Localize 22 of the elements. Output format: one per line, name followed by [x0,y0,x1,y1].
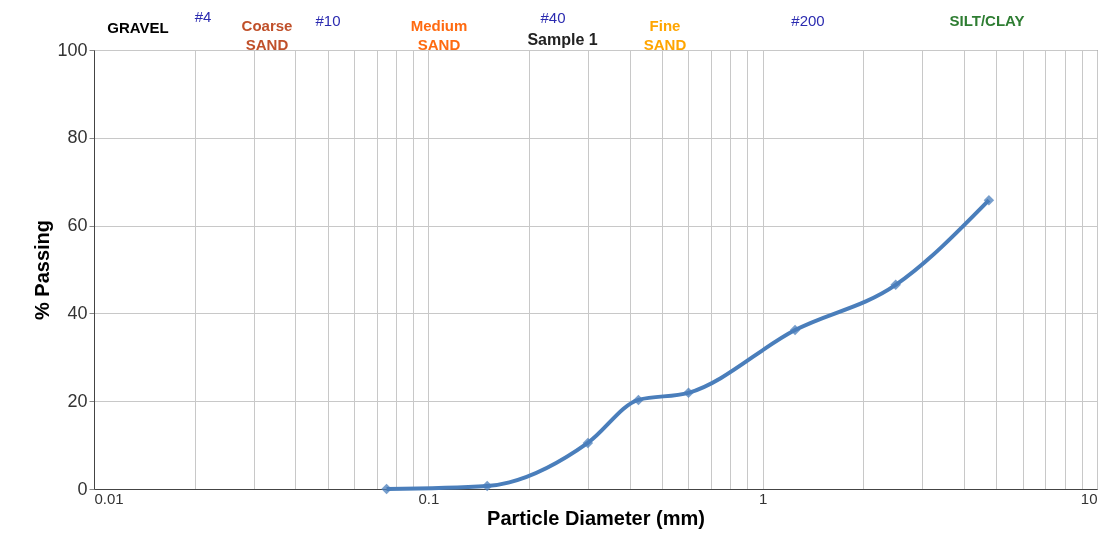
text: #10 [315,12,341,29]
text: #4 [194,8,212,25]
text: #200 [791,12,825,29]
y-tick-label: 80 [67,127,88,148]
y-tick-label: 0 [77,478,88,499]
text: #40 [540,9,566,26]
annotation: Medium SAND [410,17,468,53]
y-tick-label: 20 [67,390,88,411]
x-tick-label: 1 [758,489,768,507]
y-tick-label: 60 [67,215,88,236]
text: GRAVEL [107,19,169,36]
annotation: Coarse SAND [241,17,293,53]
annotation: Fine SAND [643,17,687,53]
text: SILT/CLAY [949,12,1025,29]
y-tick-label: 40 [67,302,88,323]
y-axis-title: % Passing [31,219,54,321]
x-axis-title: Particle Diameter (mm) [487,506,705,529]
x-tick-label: 0.01 [94,489,124,507]
x-tick-label: 0.1 [418,489,440,507]
y-tick-label: 100 [57,39,88,60]
chart-title: Sample 1 [527,31,598,48]
x-tick-label: 10 [1080,489,1098,507]
